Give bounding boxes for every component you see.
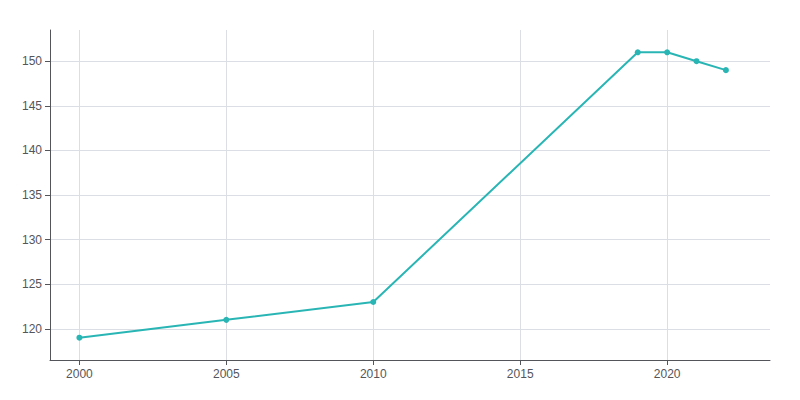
svg-text:145: 145 <box>22 99 42 113</box>
svg-text:2000: 2000 <box>66 367 93 381</box>
svg-text:140: 140 <box>22 143 42 157</box>
svg-text:135: 135 <box>22 188 42 202</box>
svg-text:2015: 2015 <box>507 367 534 381</box>
svg-text:120: 120 <box>22 322 42 336</box>
svg-text:150: 150 <box>22 54 42 68</box>
svg-text:2020: 2020 <box>654 367 681 381</box>
svg-text:2010: 2010 <box>360 367 387 381</box>
svg-text:130: 130 <box>22 233 42 247</box>
svg-text:125: 125 <box>22 277 42 291</box>
svg-text:2005: 2005 <box>213 367 240 381</box>
